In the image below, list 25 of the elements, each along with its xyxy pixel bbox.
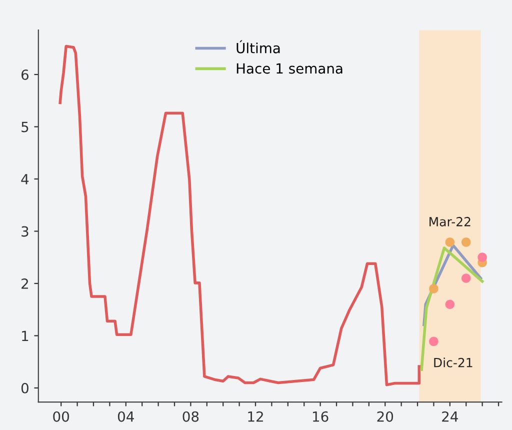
point [429, 336, 438, 346]
point [445, 238, 455, 247]
y-tick-label: 4 [21, 174, 29, 184]
x-tick-label: 08 [182, 411, 199, 422]
legend-label: Hace 1 semana [236, 63, 342, 74]
y-tick-label: 2 [22, 278, 28, 289]
annotation: Mar-22 [430, 216, 470, 226]
x-tick-label: 20 [377, 411, 394, 422]
x-tick-label: 04 [118, 411, 134, 422]
point [478, 252, 487, 262]
y-tick-label: 1 [22, 330, 28, 341]
point [461, 274, 471, 283]
x-tick-label: 12 [248, 411, 263, 422]
y-tick-label: 6 [22, 69, 28, 80]
annotation: Dic-21 [434, 358, 472, 368]
y-tick-label: 3 [22, 226, 28, 237]
point [461, 238, 471, 247]
legend-label: Última [236, 40, 280, 54]
x-tick-label: 16 [312, 411, 328, 422]
point [445, 300, 455, 310]
y-tick-label: 5 [22, 122, 28, 132]
x-tick-label: 24 [442, 411, 458, 422]
y-tick-label: 0 [21, 382, 28, 394]
x-tick-label: 00 [53, 411, 69, 422]
point [429, 284, 438, 294]
